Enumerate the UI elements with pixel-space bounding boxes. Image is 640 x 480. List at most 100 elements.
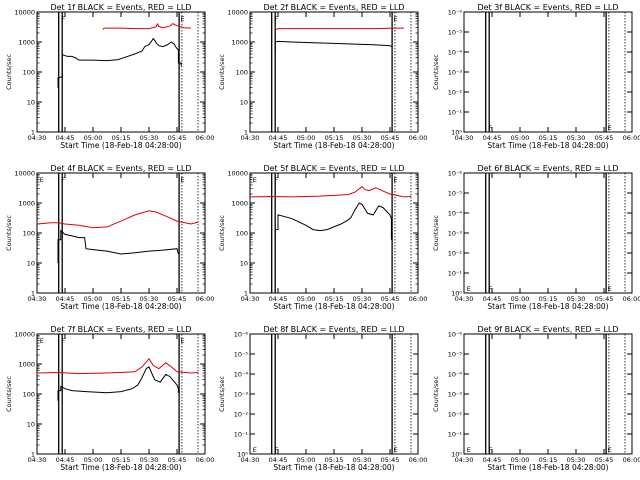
x-axis-label: Start Time (18-Feb-18 04:28:00) <box>487 302 608 311</box>
segment-marker-letter: E <box>40 176 44 184</box>
x-tick-label: 04:45 <box>483 134 502 142</box>
y-tick-label: 10⁻⁶ <box>234 331 249 339</box>
x-tick-label: 04:45 <box>269 134 288 142</box>
y-tick-label: 10⁻⁴ <box>234 371 249 379</box>
x-tick-label: 05:45 <box>381 134 400 142</box>
y-tick-label: 10000 <box>227 170 248 178</box>
x-tick-label: 06:00 <box>409 295 428 303</box>
x-tick-label: 05:00 <box>297 456 316 464</box>
chart-title: Det 7f BLACK = Events, RED = LLD <box>50 325 191 334</box>
lld-series-line <box>249 186 412 198</box>
y-tick-label: 1000 <box>18 361 35 369</box>
x-tick-label: 04:45 <box>56 134 75 142</box>
segment-marker-letter: E <box>394 15 398 23</box>
x-tick-label: 06:00 <box>196 295 215 303</box>
lld-series-line <box>36 210 199 229</box>
y-tick-label: 10⁻³ <box>448 69 463 77</box>
chart-title: Det 2f BLACK = Events, RED = LLD <box>263 3 404 12</box>
x-tick-label: 05:00 <box>511 456 530 464</box>
x-tick-label: 05:30 <box>567 456 586 464</box>
x-tick-label: 05:30 <box>353 134 372 142</box>
x-tick-label: 05:45 <box>595 134 614 142</box>
segment-marker-letter: E <box>181 337 185 345</box>
segment-marker-letter: E <box>608 446 612 454</box>
chart-title: Det 6f BLACK = Events, RED = LLD <box>477 164 618 173</box>
x-tick-label: 05:00 <box>84 456 103 464</box>
x-axis-label: Start Time (18-Feb-18 04:28:00) <box>60 302 181 311</box>
y-axis-label: Counts/sec <box>218 376 226 412</box>
y-tick-label: 10000 <box>14 9 35 17</box>
y-axis-label: Counts/sec <box>432 215 440 251</box>
x-tick-label: 04:45 <box>483 456 502 464</box>
x-tick-label: 05:45 <box>381 456 400 464</box>
x-tick-label: 04:30 <box>241 456 260 464</box>
y-tick-label: 100 <box>236 230 248 238</box>
y-tick-label: 10 <box>27 99 35 107</box>
y-tick-label: 100 <box>236 69 248 77</box>
y-axis-label: Counts/sec <box>5 215 13 251</box>
x-tick-label: 05:45 <box>168 456 187 464</box>
chart-panel-3: Det 3f BLACK = Events, RED = LLD 10⁰ 10⁻¹ 1… <box>432 3 640 150</box>
x-axis-label: Start Time (18-Feb-18 04:28:00) <box>273 302 394 311</box>
x-tick-label: 05:15 <box>539 295 558 303</box>
segment-marker-letter: E <box>608 285 612 293</box>
x-tick-label: 05:30 <box>140 456 159 464</box>
y-tick-label: 10⁰ <box>451 129 462 137</box>
x-tick-label: 05:15 <box>112 295 131 303</box>
y-tick-label: 10⁻⁴ <box>448 371 463 379</box>
x-tick-label: 04:30 <box>28 295 47 303</box>
lld-series-line <box>274 27 404 31</box>
chart-title: Det 1f BLACK = Events, RED = LLD <box>50 3 191 12</box>
x-tick-label: 05:45 <box>168 134 187 142</box>
x-tick-label: 05:00 <box>297 295 316 303</box>
y-axis-label: Counts/sec <box>218 54 226 90</box>
x-tick-label: 06:00 <box>196 134 215 142</box>
chart-panel-1: Det 1f BLACK = Events, RED = LLD 1 10 100 10… <box>5 3 214 150</box>
y-tick-label: 100 <box>23 391 35 399</box>
y-axis-label: Counts/sec <box>218 215 226 251</box>
x-tick-label: 05:45 <box>595 456 614 464</box>
chart-panel-2: Det 2f BLACK = Events, RED = LLD 1 10 100 10… <box>218 3 427 150</box>
segment-marker-letter: F <box>62 15 66 23</box>
chart-panel-7: Det 7f BLACK = Events, RED = LLD 1 10 100 10… <box>5 325 214 472</box>
segment-marker-letter: E <box>394 446 398 454</box>
chart-title: Det 5f BLACK = Events, RED = LLD <box>263 164 404 173</box>
x-axis-label: Start Time (18-Feb-18 04:28:00) <box>487 463 608 472</box>
chart-panel-4: Det 4f BLACK = Events, RED = LLD 1 10 100 10… <box>5 164 214 311</box>
y-tick-label: 1 <box>244 129 248 137</box>
y-tick-label: 1000 <box>18 39 35 47</box>
chart-title: Det 4f BLACK = Events, RED = LLD <box>50 164 191 173</box>
y-tick-label: 10⁻² <box>448 411 463 419</box>
y-tick-label: 10000 <box>14 331 35 339</box>
x-tick-label: 04:45 <box>269 456 288 464</box>
y-tick-label: 10⁻¹ <box>448 270 463 278</box>
y-tick-label: 10 <box>27 421 35 429</box>
x-tick-label: 06:00 <box>196 456 215 464</box>
x-tick-label: 04:45 <box>269 295 288 303</box>
y-tick-label: 100 <box>23 69 35 77</box>
x-tick-label: 04:30 <box>241 295 260 303</box>
y-tick-label: 10⁻⁶ <box>448 331 463 339</box>
x-tick-label: 06:00 <box>623 134 640 142</box>
x-tick-label: 05:00 <box>511 134 530 142</box>
segment-marker-letter: F <box>275 176 279 184</box>
segment-marker-letter: F <box>62 176 66 184</box>
y-tick-label: 100 <box>23 230 35 238</box>
y-tick-label: 10⁻¹ <box>448 431 463 439</box>
x-tick-label: 05:00 <box>84 134 103 142</box>
y-tick-label: 10 <box>240 99 248 107</box>
y-tick-label: 10⁰ <box>237 451 248 459</box>
y-axis-label: Counts/sec <box>432 54 440 90</box>
y-tick-label: 1 <box>31 129 35 137</box>
x-tick-label: 04:30 <box>455 295 474 303</box>
x-tick-label: 06:00 <box>623 456 640 464</box>
x-tick-label: 04:30 <box>455 134 474 142</box>
x-tick-label: 05:00 <box>511 295 530 303</box>
y-tick-label: 1 <box>31 290 35 298</box>
x-tick-label: 05:15 <box>325 456 344 464</box>
y-tick-label: 10⁻³ <box>448 230 463 238</box>
y-tick-label: 10⁰ <box>451 451 462 459</box>
chart-title: Det 8f BLACK = Events, RED = LLD <box>263 325 404 334</box>
y-tick-label: 10⁻⁶ <box>448 170 463 178</box>
